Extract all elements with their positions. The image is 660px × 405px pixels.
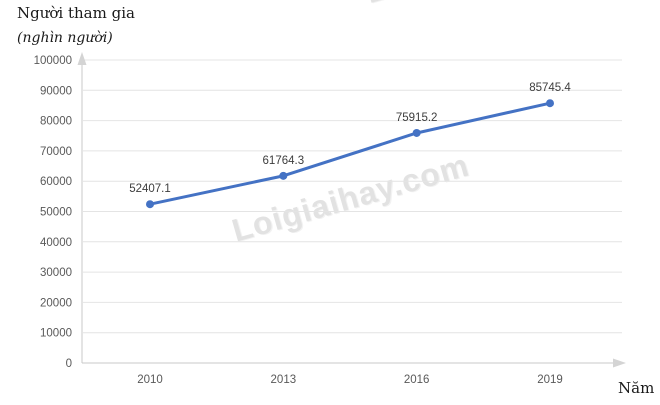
data-point-2019 (545, 99, 554, 108)
data-label-2010: 52407.1 (129, 183, 171, 195)
x-tick-label: 2019 (537, 374, 563, 386)
x-axis-title: Năm (618, 379, 655, 397)
x-tick-label: 2010 (137, 374, 163, 386)
y-tick-label: 20000 (40, 297, 72, 309)
y-tick-label: 80000 (40, 116, 72, 128)
data-line (148, 101, 552, 206)
data-label-2016: 75915.2 (396, 112, 438, 124)
y-tick-label: 70000 (40, 146, 72, 158)
data-point-2010 (146, 200, 154, 209)
data-point-2016 (412, 128, 421, 137)
y-tick-label: 10000 (40, 328, 72, 340)
data-label-2013: 61764.3 (263, 155, 305, 167)
x-tick-label: 2013 (271, 374, 297, 386)
y-tick-label: 0 (66, 358, 72, 370)
x-tick-label: 2016 (404, 374, 430, 386)
y-tick-label: 100000 (34, 55, 72, 67)
y-tick-label: 90000 (40, 85, 72, 97)
chart-subtitle-unit: (nghìn người) (17, 30, 113, 46)
y-axis-arrow-icon (77, 52, 87, 65)
data-label-2019: 85745.4 (529, 82, 571, 94)
y-tick-label: 50000 (40, 207, 72, 219)
chart-title: Người tham gia (17, 4, 135, 22)
x-axis-arrow-icon (613, 358, 626, 368)
y-tick-label: 30000 (40, 267, 72, 279)
y-tick-label: 60000 (40, 176, 72, 188)
y-tick-label: 40000 (40, 237, 72, 249)
data-point-2013 (279, 171, 288, 180)
